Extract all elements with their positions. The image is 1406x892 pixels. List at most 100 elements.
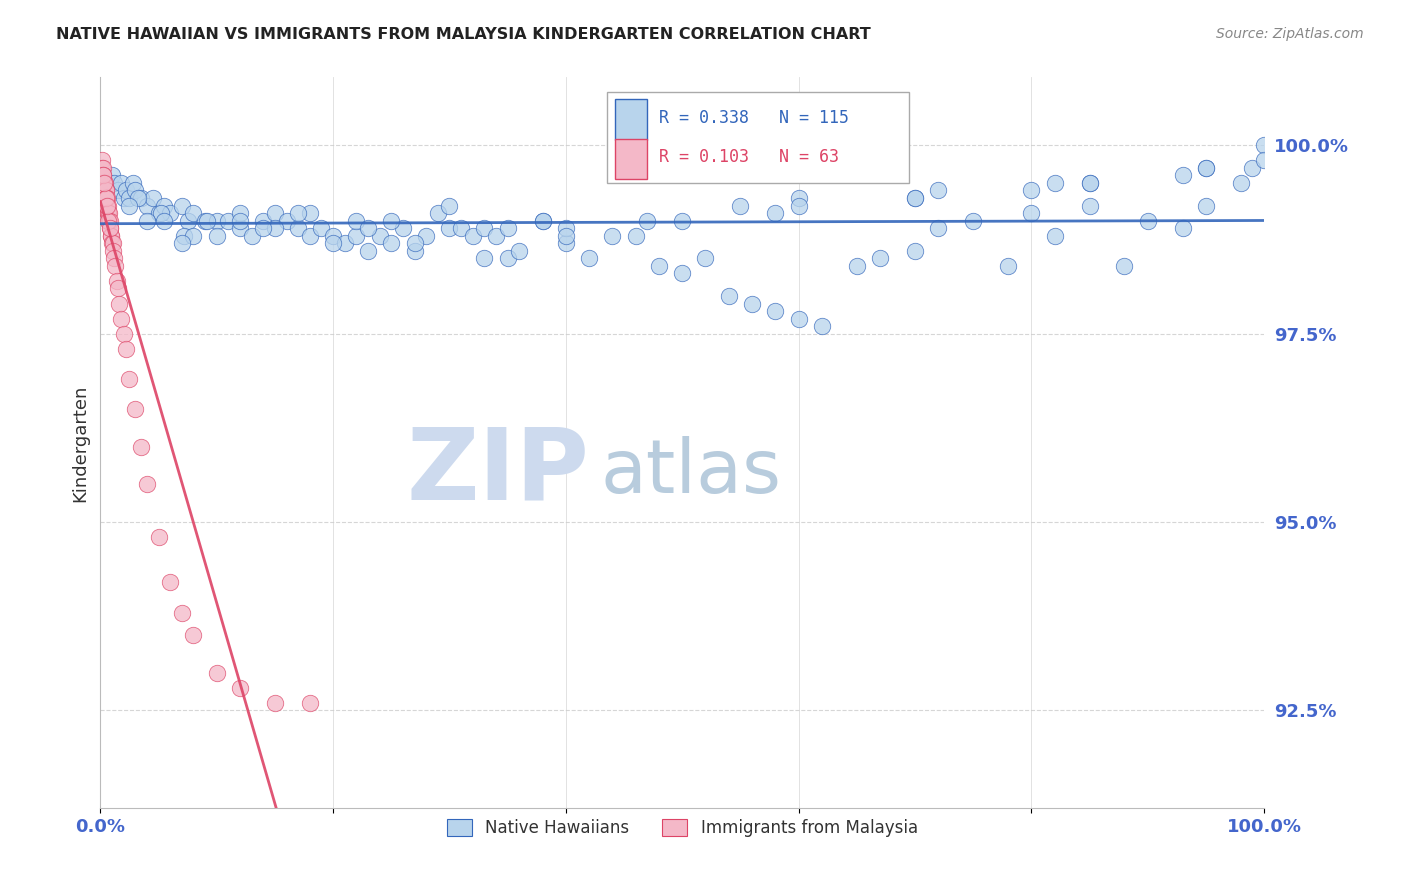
Point: [380, 213, 402, 227]
Point: [97, 198, 120, 212]
Bar: [614, 138, 647, 179]
Point: [496, 252, 519, 266]
Point: [1078, 176, 1101, 190]
Point: [183, 228, 205, 243]
Point: [461, 228, 484, 243]
Point: [135, 477, 157, 491]
Point: [105, 274, 128, 288]
Point: [311, 221, 333, 235]
Point: [554, 221, 576, 235]
Point: [787, 198, 810, 212]
Point: [98, 213, 121, 227]
Text: NATIVE HAWAIIAN VS IMMIGRANTS FROM MALAYSIA KINDERGARTEN CORRELATION CHART: NATIVE HAWAIIAN VS IMMIGRANTS FROM MALAY…: [56, 27, 870, 42]
Point: [183, 628, 205, 642]
Point: [264, 221, 287, 235]
Point: [153, 213, 176, 227]
Point: [415, 228, 437, 243]
Point: [173, 228, 195, 243]
Point: [94, 191, 117, 205]
Point: [240, 228, 263, 243]
Point: [648, 259, 671, 273]
Point: [252, 213, 274, 227]
Point: [392, 221, 415, 235]
Point: [404, 236, 426, 251]
Point: [135, 198, 157, 212]
Point: [554, 236, 576, 251]
Point: [93, 176, 115, 190]
Point: [287, 221, 309, 235]
Point: [124, 184, 146, 198]
Point: [485, 228, 508, 243]
Point: [159, 575, 181, 590]
Point: [298, 228, 321, 243]
Point: [115, 184, 138, 198]
Text: R = 0.103   N = 63: R = 0.103 N = 63: [659, 148, 839, 166]
Point: [426, 206, 449, 220]
Y-axis label: Kindergarten: Kindergarten: [72, 384, 89, 501]
Point: [730, 198, 752, 212]
Point: [170, 606, 193, 620]
Point: [107, 184, 129, 198]
Point: [624, 228, 647, 243]
Point: [997, 259, 1019, 273]
Point: [904, 191, 927, 205]
Point: [205, 228, 228, 243]
Point: [264, 206, 287, 220]
Point: [170, 236, 193, 251]
Point: [1171, 169, 1194, 183]
Point: [98, 176, 121, 190]
Point: [531, 213, 554, 227]
Text: atlas: atlas: [600, 435, 782, 508]
Point: [1195, 161, 1218, 175]
Point: [96, 198, 118, 212]
Point: [98, 221, 121, 235]
Point: [264, 696, 287, 710]
Point: [97, 206, 120, 220]
Point: [94, 191, 117, 205]
Point: [554, 228, 576, 243]
Point: [298, 696, 321, 710]
Point: [636, 213, 658, 227]
Point: [108, 296, 131, 310]
Point: [763, 206, 786, 220]
Point: [1253, 153, 1275, 168]
Point: [183, 206, 205, 220]
Point: [276, 213, 298, 227]
Point: [96, 184, 118, 198]
Point: [115, 342, 138, 356]
Point: [101, 244, 124, 258]
Point: [97, 213, 120, 227]
Point: [1136, 213, 1159, 227]
Point: [205, 665, 228, 680]
Point: [170, 198, 193, 212]
Point: [474, 252, 496, 266]
Point: [142, 191, 165, 205]
Point: [344, 228, 367, 243]
Point: [104, 259, 127, 273]
Point: [124, 402, 146, 417]
Point: [96, 191, 118, 205]
Point: [380, 236, 402, 251]
Point: [103, 176, 125, 190]
Text: ZIP: ZIP: [406, 424, 589, 521]
Point: [811, 319, 834, 334]
Point: [159, 206, 181, 220]
Point: [1230, 176, 1253, 190]
Point: [127, 191, 149, 205]
Point: [149, 206, 172, 220]
Point: [217, 213, 239, 227]
Point: [91, 153, 114, 168]
Point: [717, 289, 740, 303]
Point: [110, 311, 132, 326]
Point: [96, 191, 118, 205]
Point: [671, 266, 693, 280]
Point: [333, 236, 356, 251]
Point: [1043, 176, 1066, 190]
Point: [91, 169, 114, 183]
Point: [96, 198, 118, 212]
Point: [322, 236, 344, 251]
Point: [508, 244, 530, 258]
Point: [869, 252, 891, 266]
Point: [1195, 161, 1218, 175]
Point: [129, 191, 152, 205]
